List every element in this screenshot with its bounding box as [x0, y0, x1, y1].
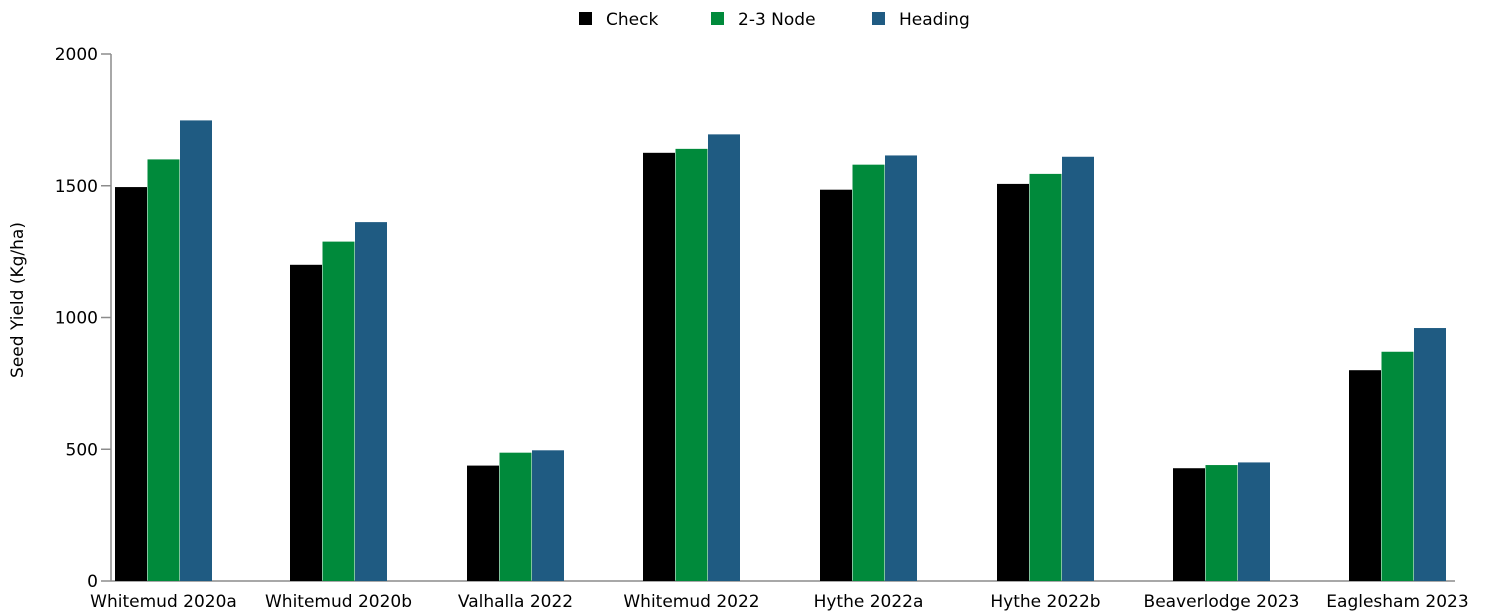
- bar-group: [820, 155, 917, 582]
- x-tick-label: Whitemud 2020b: [265, 592, 412, 612]
- legend-swatch: [711, 12, 724, 25]
- bar-group: [290, 222, 387, 581]
- bar-group: [1349, 328, 1446, 581]
- bar-heading: [355, 222, 387, 581]
- bars: [115, 120, 1446, 582]
- bar-heading: [1238, 462, 1270, 581]
- bar-group: [467, 450, 564, 581]
- x-tick-label: Valhalla 2022: [458, 592, 573, 612]
- bar-group: [997, 156, 1094, 581]
- legend-label: 2-3 Node: [738, 10, 816, 30]
- x-axis: Whitemud 2020a Whitemud 2020b Valhalla 202…: [90, 580, 1469, 612]
- y-tick-label: 0: [87, 572, 98, 592]
- x-tick-label: Hythe 2022b: [990, 592, 1100, 612]
- bar-check: [1349, 370, 1381, 581]
- bar-heading: [1414, 328, 1446, 581]
- bar-group: [1173, 462, 1270, 581]
- bar-2-3-node: [1381, 351, 1414, 581]
- y-tick-label: 500: [66, 440, 98, 460]
- legend-label: Heading: [899, 10, 970, 30]
- bar-heading: [885, 155, 917, 581]
- bar-heading: [532, 450, 564, 581]
- legend-label: Check: [606, 10, 658, 30]
- x-tick-label: Whitemud 2020a: [90, 592, 237, 612]
- bar-group: [643, 134, 740, 582]
- bar-check: [1173, 468, 1205, 581]
- y-tick-label: 2000: [55, 45, 98, 65]
- legend-item: 2-3 Node: [711, 10, 816, 30]
- y-tick-label: 1000: [55, 309, 98, 329]
- bar-2-3-node: [147, 159, 180, 581]
- bar-check: [115, 187, 147, 581]
- bar-2-3-node: [499, 452, 532, 581]
- y-tick-label: 1500: [55, 177, 98, 197]
- bar-2-3-node: [852, 164, 885, 582]
- x-tick-label: Whitemud 2022: [623, 592, 759, 612]
- bar-2-3-node: [322, 241, 355, 581]
- x-tick-label: Eaglesham 2023: [1326, 592, 1468, 612]
- y-axis-title: Seed Yield (Kg/ha): [8, 222, 28, 378]
- bar-check: [820, 189, 852, 581]
- legend-swatch: [579, 12, 592, 25]
- bar-2-3-node: [675, 148, 708, 582]
- bar-heading: [180, 120, 212, 581]
- bar-check: [997, 183, 1029, 581]
- legend: Check 2-3 Node Heading: [579, 10, 970, 30]
- bar-check: [467, 465, 499, 581]
- y-axis: 0 500 1000 1500 2000: [55, 45, 112, 592]
- bar-check: [643, 152, 675, 581]
- x-tick-label: Beaverlodge 2023: [1144, 592, 1300, 612]
- bar-2-3-node: [1205, 465, 1238, 581]
- legend-item: Check: [579, 10, 658, 30]
- legend-item: Heading: [872, 10, 970, 30]
- bar-group: [115, 120, 212, 581]
- bar-heading: [708, 134, 740, 581]
- legend-swatch: [872, 12, 885, 25]
- x-tick-label: Hythe 2022a: [814, 592, 924, 612]
- bar-2-3-node: [1029, 173, 1062, 581]
- bar-check: [290, 264, 322, 581]
- bar-heading: [1062, 156, 1094, 581]
